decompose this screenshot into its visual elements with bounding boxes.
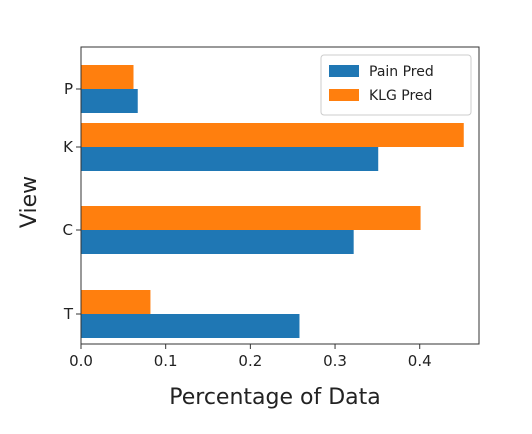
legend-label-klg-pred: KLG Pred <box>369 88 432 104</box>
y-tick-label-p: P <box>64 80 73 98</box>
x-tick-label: 0.0 <box>69 352 93 370</box>
legend-swatch-klg-pred <box>329 89 359 101</box>
y-axis-label: View <box>17 176 42 228</box>
y-tick-label-c: C <box>63 221 73 239</box>
bar-pain-pred-p <box>81 89 138 113</box>
x-tick-label: 0.4 <box>408 352 432 370</box>
plot-frame <box>80 46 480 345</box>
y-tick-label-k: K <box>63 138 74 156</box>
bar-pain-pred-c <box>81 230 354 254</box>
x-tick-label: 0.2 <box>238 352 262 370</box>
ticks-layer: T C K P 0.0 0.1 0.2 0.3 0.4 <box>63 80 432 370</box>
bars-layer <box>81 65 464 338</box>
bar-klg-pred-k <box>81 123 464 147</box>
legend-swatch-pain-pred <box>329 65 359 77</box>
bar-pain-pred-t <box>81 314 300 338</box>
x-tick-label: 0.3 <box>323 352 347 370</box>
bar-pain-pred-k <box>81 147 379 171</box>
legend: Pain Pred KLG Pred <box>320 54 472 116</box>
legend-label-pain-pred: Pain Pred <box>369 64 434 80</box>
x-tick-label: 0.1 <box>154 352 178 370</box>
bar-klg-pred-p <box>81 65 134 89</box>
x-axis-label: Percentage of Data <box>169 385 380 410</box>
bar-klg-pred-t <box>81 290 151 314</box>
y-tick-label-t: T <box>63 305 74 323</box>
bar-klg-pred-c <box>81 206 421 230</box>
